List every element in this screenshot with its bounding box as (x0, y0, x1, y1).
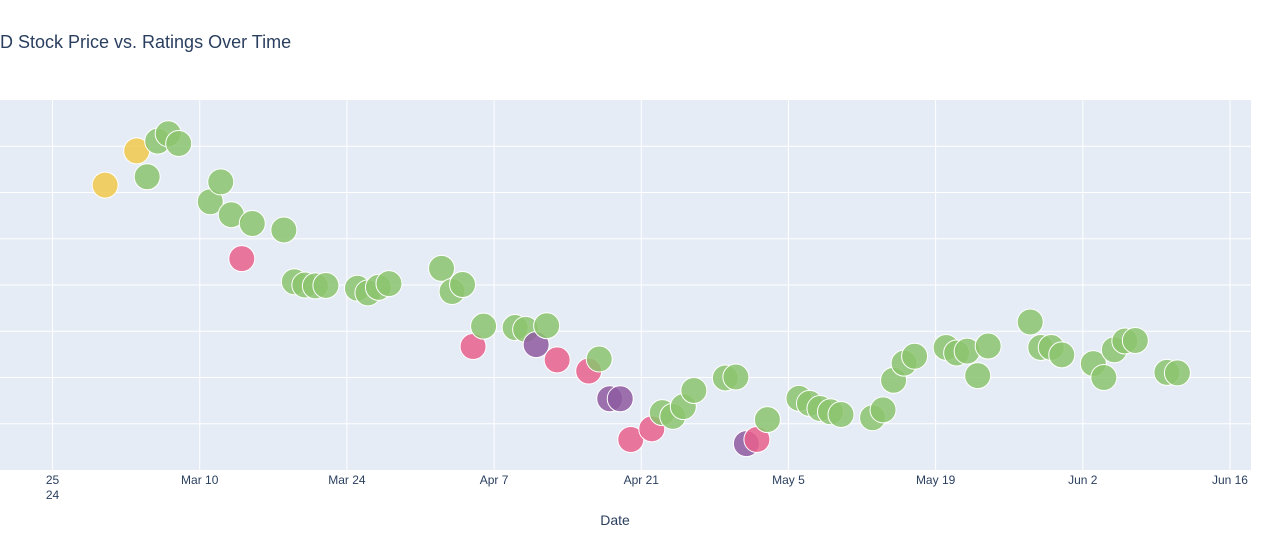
x-tick-label: Jun 2 (1068, 473, 1098, 487)
data-point[interactable] (722, 363, 750, 391)
data-point[interactable] (133, 163, 161, 191)
data-point[interactable] (91, 171, 119, 199)
data-point[interactable] (1121, 327, 1149, 354)
x-tick-label: 25 (46, 473, 60, 487)
data-point[interactable] (869, 396, 897, 424)
x-tick-sublabel: 24 (46, 488, 60, 502)
data-point[interactable] (974, 332, 1002, 360)
data-point[interactable] (1048, 341, 1076, 369)
data-point[interactable] (428, 254, 456, 282)
x-tick-label: Mar 10 (181, 473, 219, 487)
x-tick-label: May 5 (772, 473, 805, 487)
x-tick-label: Apr 21 (624, 473, 660, 487)
data-point[interactable] (533, 312, 561, 340)
data-point[interactable] (827, 401, 855, 428)
points-layer (91, 120, 1191, 458)
data-point[interactable] (543, 346, 571, 374)
data-point[interactable] (606, 385, 634, 413)
data-point[interactable] (680, 376, 708, 404)
data-point[interactable] (1016, 308, 1044, 336)
data-point[interactable] (964, 362, 992, 390)
data-point[interactable] (1090, 364, 1118, 391)
data-point[interactable] (470, 312, 498, 340)
data-point[interactable] (165, 129, 193, 157)
data-point[interactable] (228, 245, 256, 273)
data-point[interactable] (270, 216, 298, 244)
data-point[interactable] (1163, 359, 1191, 387)
x-axis-title: Date (600, 512, 630, 528)
data-point[interactable] (207, 168, 235, 196)
chart-title: D Stock Price vs. Ratings Over Time (0, 32, 292, 52)
data-point[interactable] (449, 271, 477, 299)
data-point[interactable] (901, 342, 929, 370)
x-tick-label: May 19 (916, 473, 956, 487)
data-point[interactable] (375, 270, 403, 298)
x-tick-label: Apr 7 (480, 473, 509, 487)
data-point[interactable] (238, 209, 266, 237)
data-point[interactable] (585, 345, 613, 373)
x-tick-label: Mar 24 (328, 473, 366, 487)
data-point[interactable] (753, 406, 781, 434)
data-point[interactable] (312, 271, 340, 299)
x-tick-label: Jun 16 (1212, 473, 1248, 487)
